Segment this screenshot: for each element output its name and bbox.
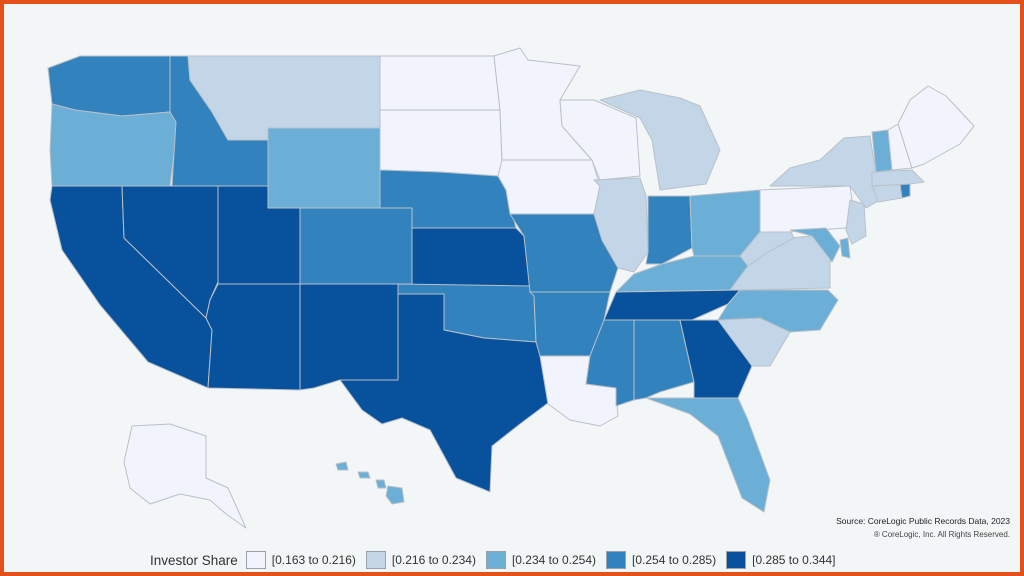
state-alaska (123, 423, 247, 529)
states-layer (47, 47, 975, 529)
state-arizona (205, 283, 301, 391)
source-text: Source: CoreLogic Public Records Data, 2… (836, 516, 1010, 526)
state-iowa (497, 159, 601, 215)
legend-label-4: [0.254 to 0.285) (632, 553, 717, 567)
legend-swatch-4 (606, 551, 627, 569)
state-wisconsin (559, 99, 641, 181)
state-oregon (49, 103, 179, 187)
state-massachusetts (871, 169, 925, 187)
state-new-mexico (299, 283, 399, 391)
state-texas (339, 293, 553, 493)
legend-title: Investor Share (150, 552, 238, 568)
legend: Investor Share [0.163 to 0.216) [0.216 t… (150, 548, 846, 572)
state-delaware (839, 237, 851, 259)
state-rhode-island (899, 183, 911, 199)
state-north-dakota (379, 55, 501, 111)
legend-label-2: [0.216 to 0.234) (391, 553, 476, 567)
state-kansas (411, 227, 531, 287)
state-florida (645, 397, 771, 513)
legend-label-5: [0.285 to 0.344] (752, 553, 836, 567)
legend-item-2: [0.216 to 0.234) (365, 551, 476, 569)
state-indiana (645, 195, 693, 265)
legend-item-1: [0.163 to 0.216) (245, 551, 356, 569)
legend-item-3: [0.234 to 0.254) (485, 551, 597, 569)
legend-swatch-5 (726, 551, 747, 569)
legend-label-3: [0.234 to 0.254) (511, 553, 597, 567)
state-new-jersey (845, 199, 867, 245)
state-michigan (599, 89, 721, 191)
legend-swatch-3 (485, 551, 506, 569)
legend-swatch-1 (245, 551, 266, 569)
state-new-york (769, 135, 881, 209)
source-note: Source: CoreLogic Public Records Data, 2… (836, 515, 1010, 541)
state-washington (47, 55, 171, 117)
state-north-carolina (717, 289, 839, 333)
state-colorado (299, 207, 413, 285)
legend-item-5: [0.285 to 0.344] (726, 551, 836, 569)
state-connecticut (871, 183, 903, 203)
legend-label-1: [0.163 to 0.216) (271, 553, 356, 567)
legend-item-4: [0.254 to 0.285) (606, 551, 716, 569)
copyright-text: ® CoreLogic, Inc. All Rights Reserved. (873, 530, 1010, 539)
state-illinois (593, 177, 649, 273)
state-tennessee (603, 289, 741, 321)
state-pennsylvania (759, 185, 855, 233)
state-maryland (789, 227, 841, 263)
state-south-dakota (379, 109, 503, 177)
state-hawaii (335, 461, 405, 505)
state-wyoming (267, 127, 381, 209)
state-maine (897, 85, 975, 169)
legend-swatch-2 (365, 551, 386, 569)
